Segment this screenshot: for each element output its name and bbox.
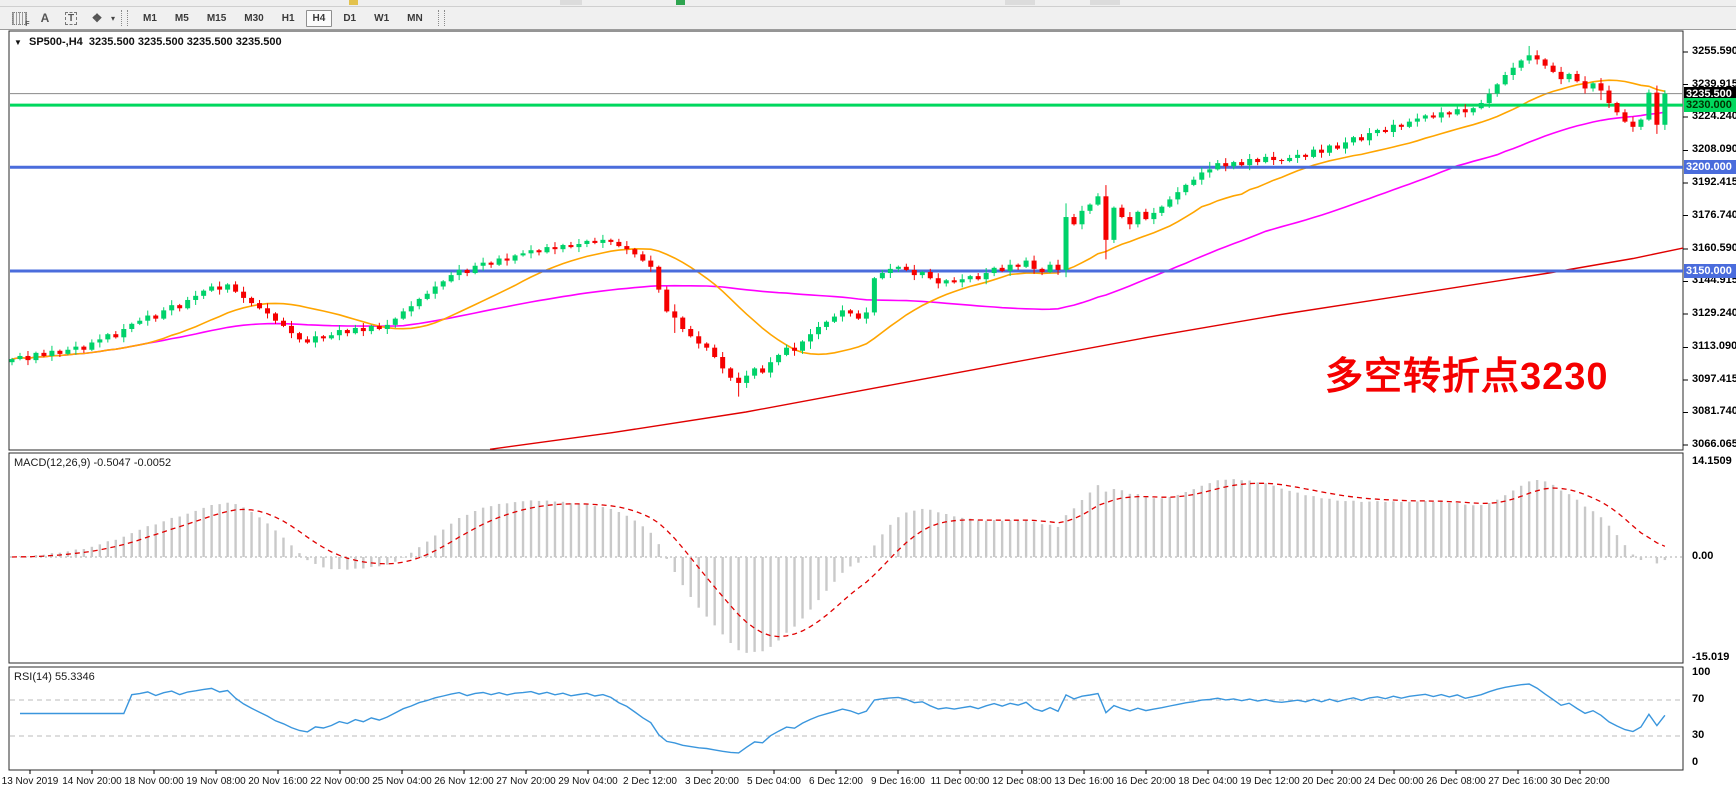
price-axis-label: 3113.090 bbox=[1692, 340, 1736, 353]
date-axis-label: 12 Dec 08:00 bbox=[992, 776, 1052, 787]
price-axis-label: 3208.090 bbox=[1692, 143, 1736, 156]
window-top-edge bbox=[0, 0, 1736, 7]
price-axis-label: 3255.590 bbox=[1692, 45, 1736, 57]
date-axis-label: 20 Dec 20:00 bbox=[1302, 776, 1362, 787]
timeframe-button-w1[interactable]: W1 bbox=[374, 12, 390, 24]
date-axis-label: 16 Dec 20:00 bbox=[1116, 776, 1176, 787]
price-axis-label: 3081.740 bbox=[1692, 405, 1736, 418]
cropped-icon bbox=[349, 0, 358, 5]
date-axis-label: 30 Dec 20:00 bbox=[1550, 776, 1610, 787]
rsi-axis-label: 100 bbox=[1692, 666, 1711, 678]
date-axis-label: 2 Dec 12:00 bbox=[623, 776, 677, 787]
price-axis-label: 3239.915 bbox=[1692, 77, 1736, 90]
date-axis-label: 26 Nov 12:00 bbox=[434, 776, 494, 787]
rsi-axis-label: 0 bbox=[1692, 756, 1699, 768]
cropped-icon bbox=[1090, 0, 1120, 5]
text-box-icon: T bbox=[64, 11, 78, 25]
rsi-indicator-label: RSI(14) 55.3346 bbox=[14, 671, 95, 683]
macd-axis-label: -15.019 bbox=[1692, 651, 1730, 663]
toolbar-grip[interactable] bbox=[437, 10, 445, 26]
macd-indicator-label: MACD(12,26,9) -0.5047 -0.0052 bbox=[14, 457, 172, 469]
date-axis-label: 14 Nov 20:00 bbox=[62, 776, 122, 787]
toolbar: F A T ❖ ▾ M1 M5 M15 M30 H1 H4 D1 W1 MN bbox=[0, 7, 1736, 30]
date-axis-label: 18 Dec 04:00 bbox=[1178, 776, 1238, 787]
date-axis-label: 5 Dec 04:00 bbox=[747, 776, 801, 787]
date-axis-label: 13 Nov 2019 bbox=[1, 776, 59, 787]
macd-axis-label: 14.1509 bbox=[1692, 455, 1732, 467]
cropped-icon bbox=[676, 0, 685, 5]
symbol-title: ▼ SP500-,H4 3235.500 3235.500 3235.500 3… bbox=[14, 36, 282, 48]
timeframe-button-d1[interactable]: D1 bbox=[343, 12, 357, 24]
rsi-axis-label: 70 bbox=[1692, 693, 1705, 705]
symbol-name: SP500-,H4 bbox=[28, 36, 83, 48]
timeframe-button-m15[interactable]: M15 bbox=[206, 12, 227, 24]
tools-dropdown-caret[interactable]: ▾ bbox=[111, 13, 116, 23]
chart-annotation-text: 多空转折点3230 bbox=[1325, 356, 1609, 398]
rsi-axis-label: 30 bbox=[1692, 729, 1705, 741]
chart-canvas[interactable] bbox=[0, 30, 1736, 793]
text-box-tool-button[interactable]: T bbox=[59, 9, 83, 27]
date-axis-label: 19 Nov 08:00 bbox=[186, 776, 246, 787]
date-axis-label: 13 Dec 16:00 bbox=[1054, 776, 1114, 787]
date-axis-label: 6 Dec 12:00 bbox=[809, 776, 863, 787]
grid-icon: F bbox=[11, 11, 30, 28]
price-axis-label: 3192.415 bbox=[1692, 175, 1736, 188]
chart-region: ▼ SP500-,H4 3235.500 3235.500 3235.500 3… bbox=[0, 30, 1736, 793]
price-axis-label: 3160.590 bbox=[1692, 241, 1736, 254]
text-label-tool-button[interactable]: A bbox=[40, 11, 50, 25]
date-axis-label: 29 Nov 04:00 bbox=[558, 776, 618, 787]
date-axis-label: 3 Dec 20:00 bbox=[685, 776, 739, 787]
date-axis-label: 25 Nov 04:00 bbox=[372, 776, 432, 787]
current-price-badge: 3235.500 bbox=[1684, 86, 1736, 101]
timeframe-button-h4[interactable]: H4 bbox=[305, 9, 333, 27]
ohlc-values: 3235.500 3235.500 3235.500 3235.500 bbox=[88, 36, 282, 48]
date-axis-label: 27 Dec 16:00 bbox=[1488, 776, 1548, 787]
price-axis-label: 3176.740 bbox=[1692, 208, 1736, 221]
macd-axis-label: 0.00 bbox=[1692, 550, 1714, 562]
date-axis-label: 11 Dec 00:00 bbox=[930, 776, 990, 787]
price-axis-label: 3097.415 bbox=[1692, 372, 1736, 385]
timeframe-button-h1[interactable]: H1 bbox=[281, 12, 295, 24]
date-axis-label: 20 Nov 16:00 bbox=[248, 776, 308, 787]
hline-price-badge: 3230.000 bbox=[1684, 98, 1736, 113]
date-axis-label: 22 Nov 00:00 bbox=[310, 776, 370, 787]
date-axis-label: 27 Nov 20:00 bbox=[496, 776, 556, 787]
date-axis-label: 26 Dec 08:00 bbox=[1426, 776, 1486, 787]
cropped-icon bbox=[560, 0, 582, 5]
price-axis-label: 3066.065 bbox=[1692, 437, 1736, 450]
hline-price-badge: 3150.000 bbox=[1684, 263, 1736, 278]
price-axis-label: 3129.240 bbox=[1692, 306, 1736, 319]
hline-price-badge: 3200.000 bbox=[1684, 160, 1736, 175]
timeframe-button-m1[interactable]: M1 bbox=[143, 12, 157, 24]
grid-tool-button[interactable]: F bbox=[7, 9, 31, 28]
timeframe-bar: M1 M5 M15 M30 H1 H4 D1 W1 MN bbox=[134, 9, 432, 27]
timeframe-button-mn[interactable]: MN bbox=[407, 12, 423, 24]
date-axis-label: 19 Dec 12:00 bbox=[1240, 776, 1300, 787]
timeframe-button-m30[interactable]: M30 bbox=[244, 12, 264, 24]
toolbar-grip[interactable] bbox=[121, 10, 129, 26]
date-axis-label: 18 Nov 00:00 bbox=[124, 776, 184, 787]
timeframe-button-m5[interactable]: M5 bbox=[174, 12, 189, 24]
symbol-dropdown-icon[interactable]: ▼ bbox=[14, 38, 22, 47]
cropped-icon bbox=[1005, 0, 1035, 5]
price-axis-label: 3224.240 bbox=[1692, 110, 1736, 122]
date-axis-label: 9 Dec 16:00 bbox=[871, 776, 925, 787]
arrow-shapes-tool-button[interactable]: ❖ bbox=[91, 11, 103, 25]
date-axis-label: 24 Dec 00:00 bbox=[1364, 776, 1424, 787]
